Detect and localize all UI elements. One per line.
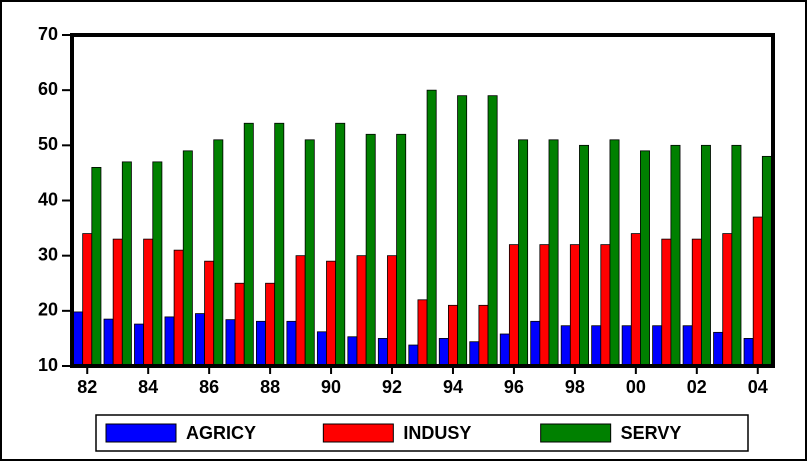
bar [621, 325, 632, 367]
bar [652, 325, 663, 367]
bar [143, 238, 154, 367]
bar [195, 313, 205, 367]
bar [213, 139, 224, 367]
bar [609, 139, 620, 367]
x-tick-label: 82 [77, 377, 97, 397]
bar [518, 139, 529, 367]
bar [103, 318, 114, 367]
bar [295, 255, 306, 367]
bar [508, 244, 519, 367]
bar [347, 336, 358, 367]
plot-frame [70, 33, 775, 368]
bar [112, 238, 123, 367]
bar [204, 260, 215, 367]
x-tick-label: 02 [687, 377, 707, 397]
bar [731, 144, 742, 367]
bar [600, 244, 611, 367]
y-tick-label: 60 [38, 79, 58, 99]
y-tick-label: 20 [38, 300, 58, 320]
bar [478, 304, 489, 367]
bar [164, 316, 175, 367]
bar [316, 331, 327, 367]
bar [243, 122, 254, 367]
x-tick-label: 04 [748, 377, 768, 397]
bar [356, 255, 367, 367]
x-tick-label: 94 [443, 377, 463, 397]
bar [661, 238, 672, 367]
bar [417, 299, 428, 367]
bar [469, 341, 480, 367]
y-tick-label: 10 [38, 355, 58, 375]
bar [304, 139, 315, 367]
bar [121, 161, 132, 367]
bar [274, 122, 285, 367]
x-tick-label: 86 [199, 377, 219, 397]
bar [539, 244, 550, 367]
bar [700, 144, 711, 367]
bar [286, 320, 297, 367]
bar [722, 233, 733, 367]
x-tick-label: 88 [260, 377, 280, 397]
y-tick-label: 30 [38, 244, 58, 264]
bar [640, 150, 650, 367]
bar [691, 238, 702, 367]
legend-swatch [322, 423, 394, 443]
bar [743, 338, 754, 367]
legend-label: AGRICY [186, 423, 256, 443]
bar [82, 233, 93, 367]
y-tick-label: 50 [38, 134, 58, 154]
bar [448, 304, 458, 367]
bar [173, 249, 184, 367]
bar [630, 233, 641, 367]
bar [326, 260, 337, 367]
bar [335, 122, 346, 367]
bar [255, 320, 266, 367]
bar [457, 95, 468, 367]
bar [499, 333, 510, 367]
bar [569, 244, 580, 367]
bar [73, 311, 84, 367]
bar [387, 255, 397, 367]
bar [365, 133, 376, 367]
bar [134, 323, 145, 367]
bar [234, 282, 245, 367]
legend-swatch [540, 423, 612, 443]
bar [91, 166, 102, 367]
bar [408, 344, 419, 367]
legend-box [95, 414, 749, 452]
bar [752, 216, 763, 367]
bar [713, 331, 724, 367]
x-tick-label: 00 [626, 377, 646, 397]
bar [487, 95, 498, 367]
bar [426, 89, 437, 367]
y-tick-label: 70 [38, 24, 58, 44]
bar [225, 319, 236, 367]
x-tick-label: 98 [565, 377, 585, 397]
bar [530, 320, 541, 367]
bar [377, 338, 388, 367]
x-tick-label: 84 [138, 377, 158, 397]
bar [682, 325, 693, 367]
bar [548, 139, 559, 367]
bar [579, 144, 590, 367]
bar [438, 338, 449, 367]
bar [182, 150, 193, 367]
bar [265, 282, 276, 367]
y-tick-label: 40 [38, 189, 58, 209]
x-tick-label: 96 [504, 377, 524, 397]
bar [560, 325, 571, 367]
legend-label: INDUSY [403, 423, 471, 443]
x-tick-label: 92 [382, 377, 402, 397]
legend-label: SERVY [621, 423, 682, 443]
x-tick-label: 90 [321, 377, 341, 397]
bar [670, 144, 681, 367]
bar [591, 325, 602, 367]
legend-swatch [105, 423, 177, 443]
bar [761, 155, 772, 367]
bar [396, 133, 407, 367]
bar [152, 161, 163, 367]
